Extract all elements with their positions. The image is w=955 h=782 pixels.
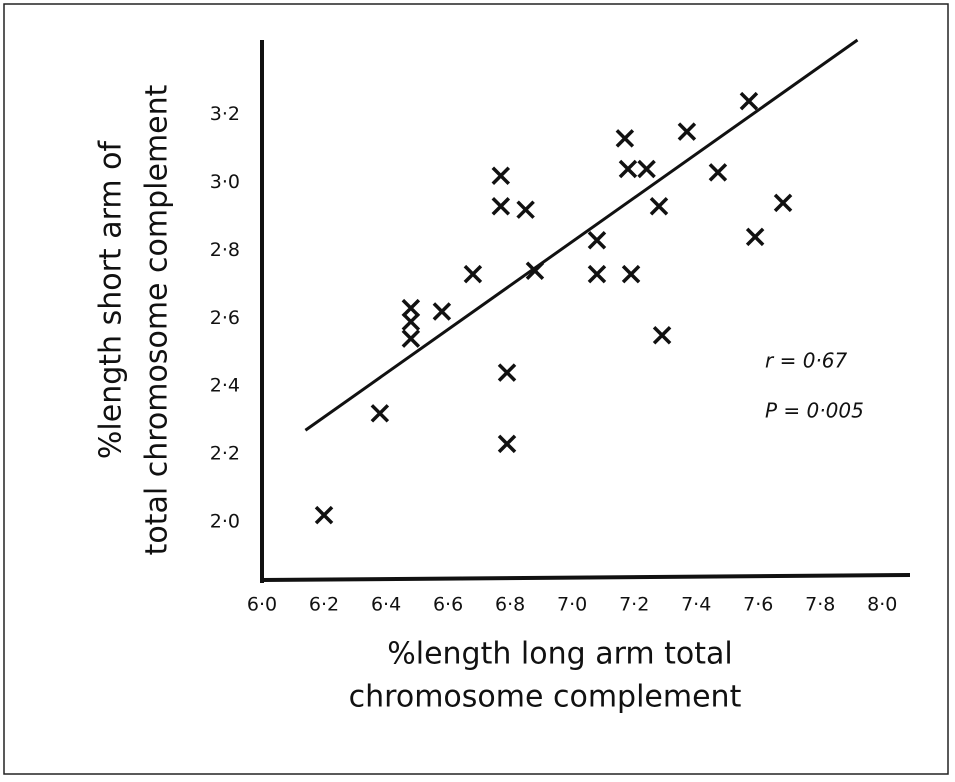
point [587,230,607,250]
point [497,434,517,454]
y-tick-label: 2·2 [210,443,240,465]
trend-line [304,38,859,432]
point [314,505,334,525]
x-tick-label: 7·6 [743,594,773,616]
point [401,312,421,331]
x-tick-label: 6·0 [247,594,277,616]
x-axis-label: chromosome complement [349,680,742,715]
point [370,404,390,423]
point [432,302,452,321]
point [615,129,635,148]
point [773,193,793,213]
point [491,197,511,216]
point [677,122,697,141]
x-tick-label: 7·0 [557,594,587,616]
x-tick-label: 8·0 [867,594,897,616]
x-tick-label: 6·8 [495,594,525,616]
annotation: r = 0·67 [765,349,848,373]
x-axis [261,573,911,582]
x-tick-label: 6·4 [371,594,401,616]
x-tick-label: 7·8 [805,594,835,616]
y-tick-label: 2·4 [210,375,240,397]
point [401,329,421,348]
annotation: P = 0·005 [765,399,864,423]
x-tick-label: 6·6 [433,594,463,616]
y-tick-label: 2·8 [210,239,240,261]
point [708,163,728,182]
x-tick-label: 6·2 [309,594,339,616]
y-tick-label: 2·6 [210,307,240,329]
point [745,227,765,247]
y-axis-label: %length short arm of [94,139,129,459]
point [491,166,511,185]
point [621,264,641,284]
point [637,159,656,179]
point [652,326,672,345]
x-tick-label: 7·4 [681,594,711,616]
frame [3,3,949,775]
point [587,264,607,284]
point [401,298,421,318]
y-tick-label: 2·0 [210,510,240,532]
point [618,159,638,179]
y-axis-label: total chromosome complement [140,84,175,555]
point [463,264,483,284]
y-tick-label: 3·0 [210,171,240,193]
x-axis-label: %length long arm total [387,637,733,672]
point [497,363,517,382]
point [739,91,759,111]
point [516,200,535,219]
x-tick-label: 7·2 [619,594,649,616]
y-tick-label: 3·2 [210,103,240,125]
point [649,197,669,216]
